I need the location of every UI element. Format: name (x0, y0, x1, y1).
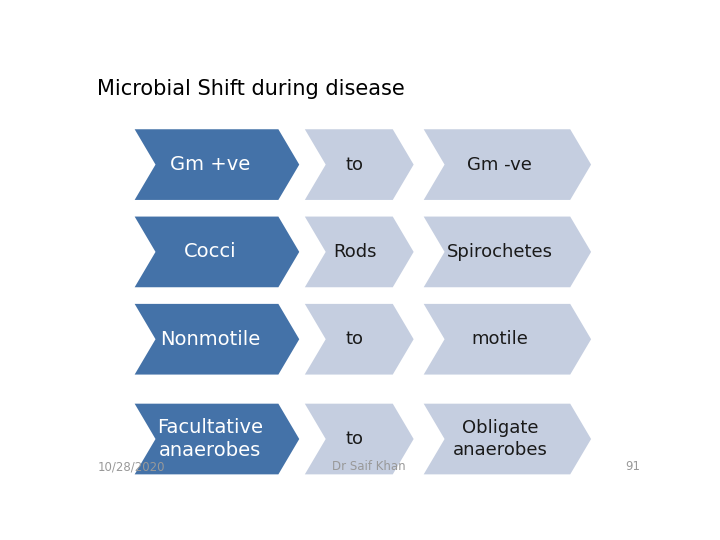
Polygon shape (423, 129, 591, 200)
Polygon shape (305, 129, 414, 200)
Text: 91: 91 (626, 460, 641, 473)
Text: Spirochetes: Spirochetes (447, 243, 553, 261)
Polygon shape (423, 217, 591, 287)
Polygon shape (305, 217, 414, 287)
Polygon shape (305, 404, 414, 474)
Polygon shape (135, 304, 300, 375)
Text: Facultative
anaerobes: Facultative anaerobes (157, 418, 263, 460)
Polygon shape (135, 404, 300, 474)
Polygon shape (135, 129, 300, 200)
Text: Cocci: Cocci (184, 242, 236, 261)
Text: Nonmotile: Nonmotile (160, 330, 260, 349)
Text: to: to (346, 156, 364, 173)
Text: Gm +ve: Gm +ve (170, 155, 250, 174)
Text: to: to (346, 430, 364, 448)
Text: Obligate
anaerobes: Obligate anaerobes (452, 419, 547, 459)
Text: to: to (346, 330, 364, 348)
Text: Rods: Rods (333, 243, 377, 261)
Polygon shape (135, 217, 300, 287)
Polygon shape (423, 404, 591, 474)
Text: Dr Saif Khan: Dr Saif Khan (332, 460, 406, 473)
Text: 10/28/2020: 10/28/2020 (97, 460, 165, 473)
Text: motile: motile (472, 330, 528, 348)
Polygon shape (423, 304, 591, 375)
Text: Microbial Shift during disease: Microbial Shift during disease (97, 79, 405, 99)
Text: Gm -ve: Gm -ve (467, 156, 532, 173)
Polygon shape (305, 304, 414, 375)
